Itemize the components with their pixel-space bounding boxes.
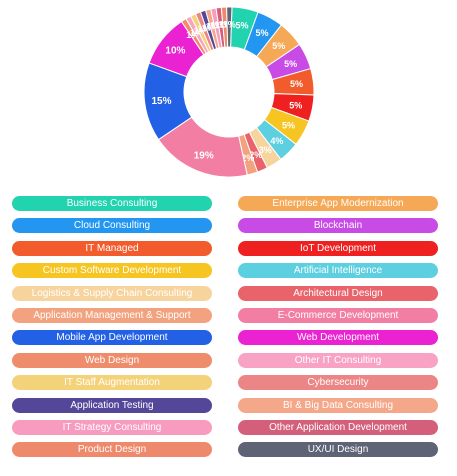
slice-label: 1% [190,28,203,38]
legend-item-iot-development: IoT Development [238,240,438,256]
slice-label: 4% [270,136,283,146]
donut-chart: 5%5%5%5%5%5%5%4%3%2%2%19%15%10%1%1%1%1%1… [143,6,315,178]
slice-label: 5% [255,28,268,38]
slice-label: 1% [206,22,219,32]
slice-label: 15% [151,96,171,107]
legend-item-cloud-consulting: Cloud Consulting [12,218,212,234]
slice-label: 1% [214,20,227,30]
legend-item-web-design: Web Design [12,352,212,368]
legend-item-e-commerce-development: E-Commerce Development [238,307,438,323]
slice-label: 5% [289,100,302,110]
slice-label: 19% [194,151,214,162]
slice-label: 1% [186,30,199,40]
legend-item-enterprise-app-modernization: Enterprise App Modernization [238,196,438,211]
slice-ux-ui-design [226,6,233,48]
legend-item-web-development: Web Development [238,330,438,346]
legend-item-cybersecurity: Cybersecurity [238,375,438,391]
slice-label: 1% [198,24,211,34]
slice-label: 5% [290,79,303,89]
slice-label: 5% [272,41,285,51]
legend-item-it-managed: IT Managed [12,240,212,256]
legend-item-blockchain: Blockchain [238,218,438,234]
legend-item-bi-big-data-consulting: BI & Big Data Consulting [238,397,438,413]
legend-item-application-management-support: Application Management & Support [12,307,212,323]
legend-item-it-staff-augmentation: IT Staff Augmentation [12,375,212,391]
legend-item-logistics-supply-chain-consulting: Logistics & Supply Chain Consulting [12,285,212,301]
slice-label: 1% [194,26,207,36]
slice-label: 1% [202,23,215,33]
slice-label: 3% [259,145,272,155]
legend-item-architectural-design: Architectural Design [238,285,438,301]
legend-item-business-consulting: Business Consulting [12,196,212,211]
slice-label: 2% [249,150,262,160]
slice-label: 1% [223,20,236,30]
legend-item-other-it-consulting: Other IT Consulting [238,352,438,368]
legend-item-other-application-development: Other Application Development [238,419,438,435]
slice-label: 1% [218,20,231,30]
legend-item-custom-software-development: Custom Software Development [12,263,212,279]
slice-label: 1% [210,21,223,31]
legend-item-it-strategy-consulting: IT Strategy Consulting [12,419,212,435]
slice-label: 10% [165,46,185,57]
slice-label: 2% [241,153,254,163]
legend-item-product-design: Product Design [12,442,212,458]
legend-item-application-testing: Application Testing [12,397,212,413]
legend-item-ux-ui-design: UX/UI Design [238,442,438,458]
slice-label: 5% [235,21,248,31]
legend-item-artificial-intelligence: Artificial Intelligence [238,263,438,279]
slice-label: 5% [282,120,295,130]
legend-item-mobile-app-development: Mobile App Development [12,330,212,346]
slice-label: 5% [284,59,297,69]
chart-legend: Business Consulting Enterprise App Modern… [12,196,438,458]
